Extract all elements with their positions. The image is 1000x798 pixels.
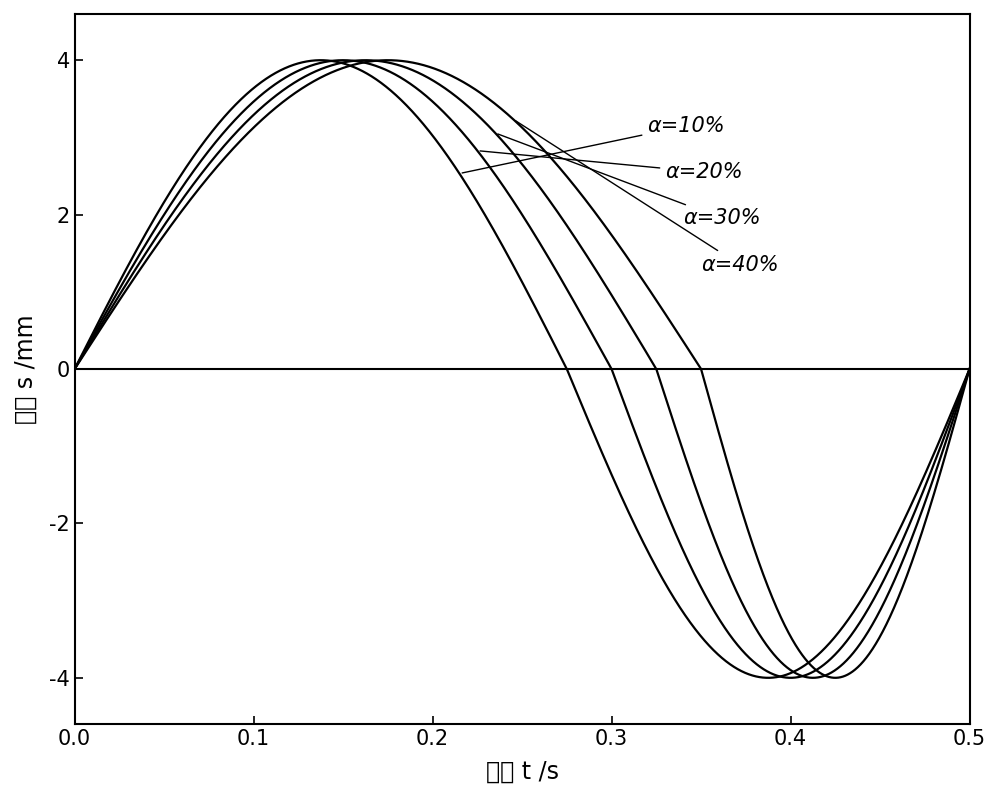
X-axis label: 时间 t /s: 时间 t /s [486,760,559,784]
Text: α=20%: α=20% [480,151,743,182]
Text: α=10%: α=10% [462,116,725,173]
Text: α=40%: α=40% [515,120,779,275]
Y-axis label: 位移 s /mm: 位移 s /mm [14,314,38,424]
Text: α=30%: α=30% [498,134,761,228]
